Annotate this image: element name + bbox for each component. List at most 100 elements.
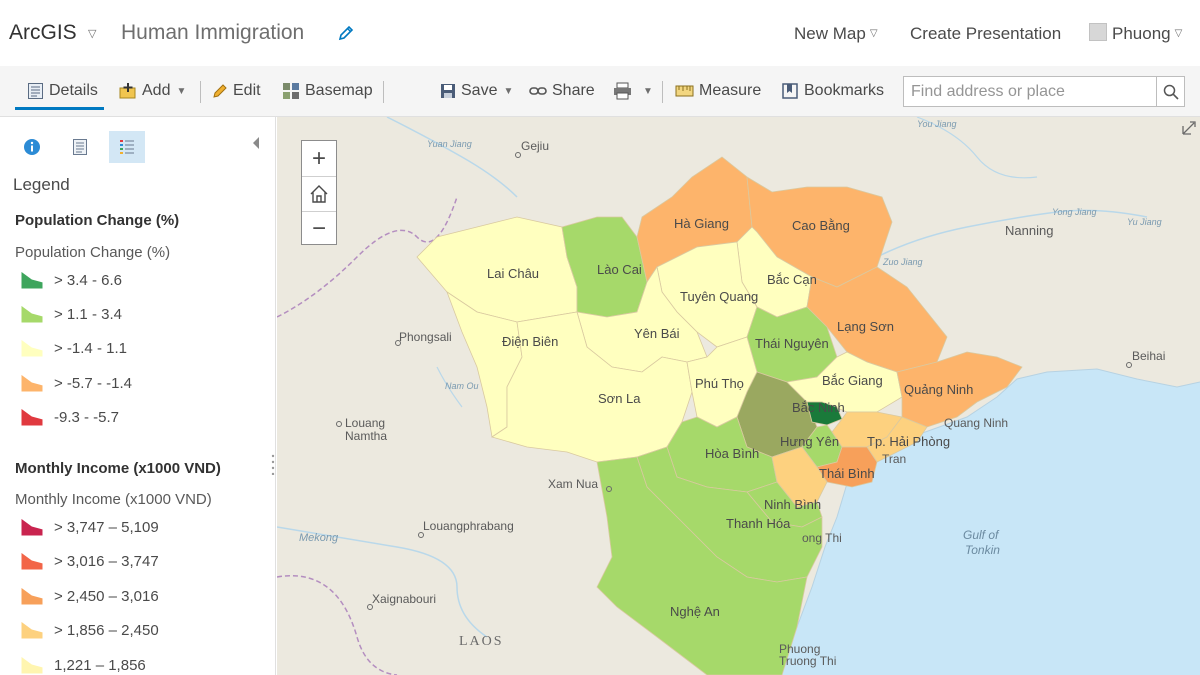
app-menu-chevron-icon[interactable]: ▽ [88,28,97,40]
measure-button[interactable]: Measure [675,80,761,102]
chevron-down-icon: ▼ [643,85,653,97]
province-label: Bắc Ninh [792,400,845,415]
province-label: Yên Bái [634,326,680,341]
chevron-down-icon: ▽ [869,28,878,39]
place-label-louang: Louang [345,416,385,430]
map-view[interactable]: Gejiu Nanning Beihai Phongsali Louang Na… [277,117,1200,675]
province-label: Hà Giang [674,216,729,231]
legend-class-label: > 1.1 - 3.4 [54,305,122,323]
toolbar-divider [383,81,384,103]
search-button[interactable] [1157,76,1185,107]
legend-heading: Legend [13,175,70,194]
create-presentation-link[interactable]: Create Presentation [910,24,1062,43]
place-label-xam-nua: Xam Nua [548,477,598,491]
legend-class-item: > 3.4 - 6.6 [20,268,122,292]
province-label: Nghệ An [670,604,720,619]
legend-swatch [20,270,44,290]
print-icon [614,82,631,100]
legend-swatch [20,586,44,606]
layer-field-name: Population Change (%) [15,244,171,261]
basemap: Gejiu Nanning Beihai Phongsali Louang Na… [277,117,1200,675]
avatar [1089,23,1107,41]
river [277,526,488,638]
place-label-truong-thi: Truong Thi [779,654,836,668]
edit-button[interactable]: Edit [212,80,261,102]
home-button[interactable] [302,176,336,211]
add-button[interactable]: Add ▼ [119,80,186,102]
place-label-laos: LAOS [459,634,504,649]
city-dot [395,340,401,346]
place-label-quang-ninh-2: Quang Ninh [944,416,1008,430]
province-thai-binh[interactable] [816,446,878,488]
place-label-beihai: Beihai [1132,349,1165,363]
country-border [277,575,398,675]
river-label-yong-jiang: Yong Jiang [1052,207,1097,217]
basemap-label: Basemap [305,82,373,99]
city-dot [606,486,612,492]
save-button[interactable]: Save ▼ [440,80,513,102]
zoom-control: + − [301,140,337,245]
toolbar-divider [662,81,663,103]
coastline [776,368,1200,675]
legend-class-item: > 2,450 – 3,016 [20,584,159,608]
legend-class-label: -9.3 - -5.7 [54,408,120,426]
river-label-yu-jiang: Yu Jiang [1127,217,1162,227]
add-layer-icon [119,83,136,99]
place-label-tran: Tran [882,452,906,466]
about-tab[interactable] [14,131,50,163]
place-label-gulf: Gulf of [963,528,1000,542]
legend-class-item: -9.3 - -5.7 [20,405,119,429]
collapse-panel-icon[interactable] [252,136,260,150]
sea-gulf-of-tonkin [777,369,1200,675]
app-name[interactable]: ArcGIS [9,21,77,44]
layer-title: Monthly Income (x1000 VND) [15,460,221,477]
basemap-button[interactable]: Basemap [282,80,373,102]
legend-swatch [20,551,44,571]
edit-pencil-icon [213,84,227,98]
river [436,366,463,408]
province-quang-ninh[interactable] [896,351,1023,428]
details-button[interactable]: Details [27,80,98,102]
province-hai-phong[interactable] [866,416,928,463]
city-dot [418,532,424,538]
new-map-menu[interactable]: New Map ▽ [794,24,878,44]
content-tab[interactable] [62,131,98,163]
user-menu[interactable]: Phuong ▽ [1112,24,1182,44]
user-name: Phuong [1112,24,1171,43]
home-icon [310,185,328,203]
province-nghe-an[interactable] [596,456,808,675]
bookmarks-button[interactable]: Bookmarks [781,80,884,102]
river-label-zuo-jiang: Zuo Jiang [882,257,923,267]
province-label: Hòa Bình [705,446,759,461]
new-map-label: New Map [794,24,866,43]
legend-class-item: > 3,747 – 5,109 [20,515,159,539]
legend-swatch [20,304,44,324]
search-input[interactable]: Find address or place [903,76,1157,107]
province-label: Thái Bình [819,466,875,481]
legend-class-label: > -1.4 - 1.1 [54,339,127,357]
share-button[interactable]: Share [529,80,595,102]
chevron-down-icon: ▽ [1174,28,1183,39]
province-label: Tuyên Quang [680,289,758,304]
layer-title: Population Change (%) [15,212,180,229]
province-label: Quảng Ninh [904,382,973,397]
measure-ruler-icon [675,85,694,97]
zoom-in-button[interactable]: + [311,144,326,172]
details-label: Details [49,82,98,99]
place-label-tonkin: Tonkin [965,543,1000,557]
legend-tab[interactable] [109,131,145,163]
legend-class-item: > -5.7 - -1.4 [20,371,132,395]
edit-title-pencil-icon[interactable] [337,24,355,42]
print-button[interactable]: ▼ [613,80,653,102]
legend-class-item: 1,221 – 1,856 [20,653,146,675]
map-toolbar: Details Add ▼ Edit Basemap Save ▼ Sha [0,66,1200,117]
province-bac-giang[interactable] [786,351,903,413]
active-tab-indicator [15,107,104,110]
legend-swatch [20,338,44,358]
content-list-icon [73,139,87,155]
place-label-gejiu: Gejiu [521,139,549,153]
legend-swatch [20,373,44,393]
resize-handle-icon[interactable] [271,453,275,475]
expand-icon[interactable] [1182,121,1196,135]
zoom-out-button[interactable]: − [302,211,336,246]
